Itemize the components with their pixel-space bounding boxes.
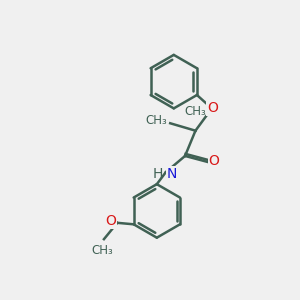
Text: H: H [153,167,164,181]
Text: CH₃: CH₃ [184,105,206,118]
Text: N: N [166,167,177,181]
Text: O: O [208,154,219,168]
Text: O: O [207,101,218,116]
Text: CH₃: CH₃ [92,244,113,256]
Text: O: O [105,214,116,228]
Text: CH₃: CH₃ [145,114,167,127]
